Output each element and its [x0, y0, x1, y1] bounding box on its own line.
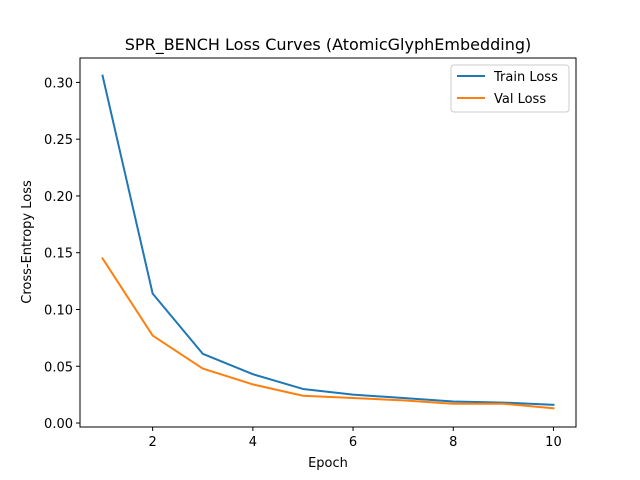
y-tick-label-4: 0.20: [44, 190, 73, 205]
x-tick-label-0: 2: [149, 435, 157, 450]
x-tick-label-4: 10: [545, 435, 562, 450]
legend-label-0: Train Loss: [493, 70, 558, 85]
y-axis-label: Cross-Entropy Loss: [20, 180, 35, 304]
y-tick-label-1: 0.05: [44, 360, 73, 375]
series-layer: [101, 74, 555, 410]
y-tick-label-3: 0.15: [44, 247, 73, 262]
chart-title: SPR_BENCH Loss Curves (AtomicGlyphEmbedd…: [125, 35, 531, 55]
series-line-1: [101, 257, 555, 410]
legend: Train Loss Val Loss: [450, 64, 570, 113]
y-tick-label-0: 0.00: [44, 417, 73, 432]
legend-label-1: Val Loss: [494, 92, 546, 107]
series-line-0: [101, 74, 555, 406]
x-tick-label-3: 8: [449, 435, 457, 450]
x-tick-label-2: 6: [349, 435, 357, 450]
x-tick-label-1: 4: [249, 435, 257, 450]
y-tick-label-2: 0.10: [44, 303, 73, 318]
x-axis-label: Epoch: [308, 456, 348, 471]
y-tick-label-6: 0.30: [44, 76, 73, 91]
axes-layer: 2 4 6 8 10 0.00 0.05 0.10 0.15 0.20 0.25 0.30: [44, 57, 577, 450]
plot-frame: [79, 57, 577, 428]
y-tick-label-5: 0.25: [44, 133, 73, 148]
